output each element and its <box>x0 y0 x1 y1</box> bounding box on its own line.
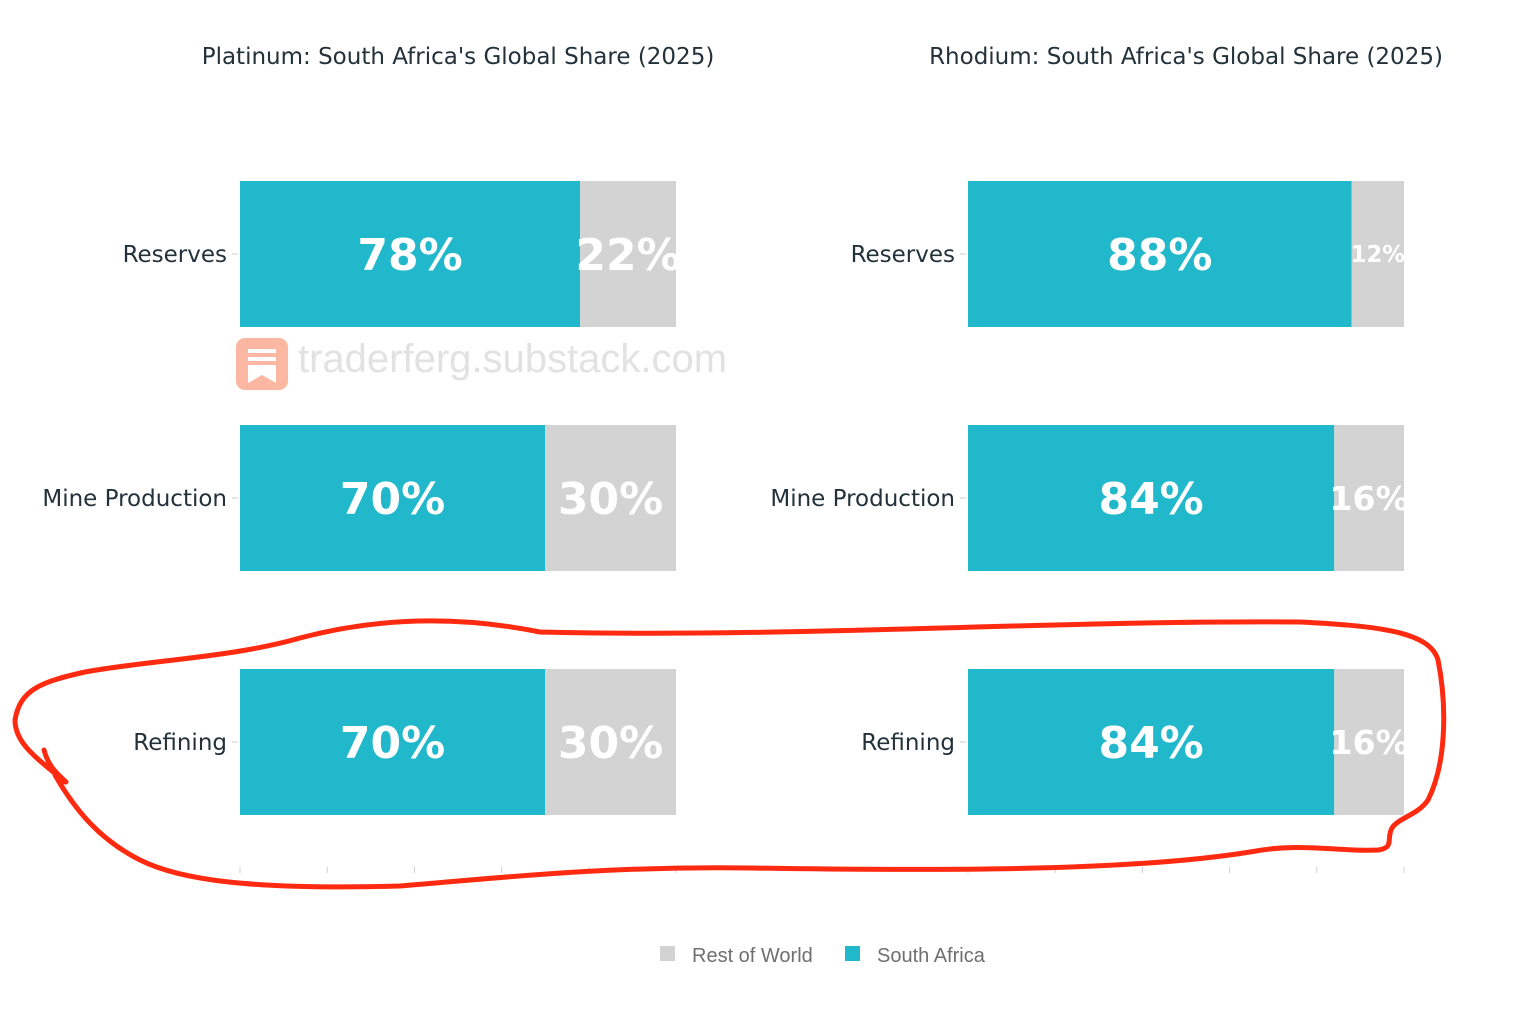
rhodium-chart-title: Rhodium: South Africa's Global Share (20… <box>929 44 1443 70</box>
watermark: traderferg.substack.com <box>236 337 727 390</box>
rhodium-data-label-mine-production-rest-of-world: 16% <box>1329 479 1408 518</box>
rhodium-panel: Rhodium: South Africa's Global Share (20… <box>770 44 1443 873</box>
platinum-data-label-mine-production-rest-of-world: 30% <box>558 474 663 525</box>
rhodium-category-label-reserves: Reserves <box>851 242 955 268</box>
legend-swatch-south-africa <box>845 946 860 961</box>
platinum-panel: Platinum: South Africa's Global Share (2… <box>42 44 714 873</box>
rhodium-bar-refining-south-africa <box>968 669 1335 815</box>
annotation-circle <box>12 618 1447 890</box>
substack-icon <box>236 338 288 390</box>
rhodium-bar-reserves-rest-of-world <box>1351 181 1404 327</box>
platinum-bar-refining-south-africa <box>240 669 546 815</box>
platinum-bar-mine-production-south-africa <box>240 425 546 571</box>
rhodium-data-label-reserves-rest-of-world: 12% <box>1351 242 1406 268</box>
platinum-category-label-reserves: Reserves <box>123 242 227 268</box>
platinum-category-label-refining: Refining <box>133 730 227 756</box>
platinum-data-label-refining-south-africa: 70% <box>340 718 445 769</box>
platinum-data-label-reserves-south-africa: 78% <box>357 230 462 281</box>
legend-swatch-rest-of-world <box>660 946 675 961</box>
rhodium-category-label-mine-production: Mine Production <box>770 486 955 512</box>
rhodium-bar-mine-production-south-africa <box>968 425 1335 571</box>
rhodium-data-label-refining-south-africa: 84% <box>1098 718 1203 769</box>
legend-label-south-africa: South Africa <box>877 945 986 967</box>
platinum-data-label-mine-production-south-africa: 70% <box>340 474 445 525</box>
watermark-text: traderferg.substack.com <box>298 337 727 381</box>
platinum-chart-title: Platinum: South Africa's Global Share (2… <box>202 44 715 70</box>
legend-label-rest-of-world: Rest of World <box>692 945 813 967</box>
platinum-data-label-reserves-rest-of-world: 22% <box>575 230 680 281</box>
platinum-bar-reserves-south-africa <box>240 181 581 327</box>
legend: Rest of World South Africa <box>660 945 986 967</box>
platinum-bar-refining-rest-of-world <box>545 669 676 815</box>
rhodium-data-label-refining-rest-of-world: 16% <box>1329 723 1408 762</box>
rhodium-bar-refining-rest-of-world <box>1334 669 1404 815</box>
rhodium-bar-mine-production-rest-of-world <box>1334 425 1404 571</box>
rhodium-bar-reserves-south-africa <box>968 181 1352 327</box>
platinum-data-label-refining-rest-of-world: 30% <box>558 718 663 769</box>
platinum-bar-mine-production-rest-of-world <box>545 425 676 571</box>
rhodium-category-label-refining: Refining <box>861 730 955 756</box>
rhodium-data-label-mine-production-south-africa: 84% <box>1098 474 1203 525</box>
annotation-tail <box>41 747 69 785</box>
rhodium-data-label-reserves-south-africa: 88% <box>1107 230 1212 281</box>
platinum-bar-reserves-rest-of-world <box>580 181 676 327</box>
platinum-category-label-mine-production: Mine Production <box>42 486 227 512</box>
